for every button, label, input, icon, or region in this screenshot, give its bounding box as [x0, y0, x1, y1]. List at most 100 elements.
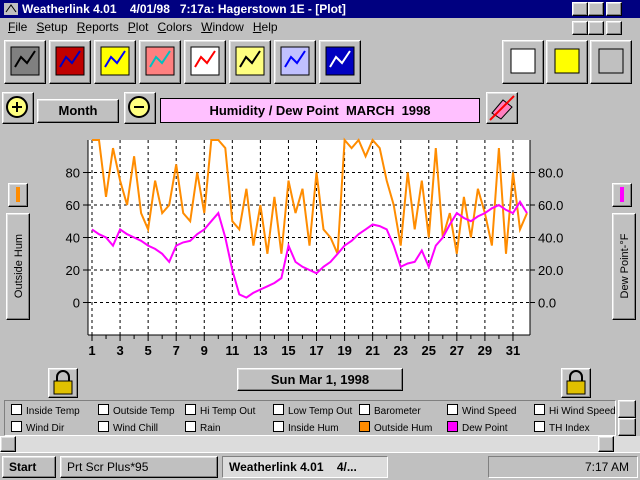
toolbar-button[interactable] [4, 40, 46, 84]
child-minimize[interactable] [572, 21, 588, 35]
parameter-option[interactable]: Wind Speed [447, 404, 516, 418]
menu-bar: File Setup Reports Plot Colors Window Help [0, 18, 640, 37]
menu-item[interactable]: File [8, 20, 28, 34]
menu-item[interactable]: Colors [157, 20, 193, 34]
menu-item[interactable]: Help [252, 20, 278, 34]
y2-axis-label: Dew Point-°F [619, 233, 631, 298]
y2-tick-label: 40.0 [538, 231, 563, 246]
task-button[interactable]: Prt Scr Plus*95 [60, 456, 218, 478]
toolbar-icon [100, 46, 130, 76]
start-button[interactable]: Start [2, 456, 56, 478]
toolbar-icon [325, 46, 355, 76]
icon-shape [104, 50, 126, 68]
toolbar-button[interactable] [546, 40, 588, 84]
checkbox[interactable] [534, 404, 545, 415]
toolbar-button[interactable] [184, 40, 226, 84]
right-axis-button[interactable]: Dew Point-°F [612, 213, 636, 320]
toolbar-button[interactable] [94, 40, 136, 84]
parameter-option[interactable]: TH Index [534, 421, 590, 435]
checkbox[interactable] [359, 421, 370, 432]
task-button-active[interactable]: Weatherlink 4.01 4/... [222, 456, 388, 478]
parameter-option[interactable]: Outside Hum [359, 421, 432, 435]
lock-right[interactable] [561, 368, 591, 398]
option-label: Wind Speed [462, 406, 517, 417]
left-series-button[interactable] [8, 183, 28, 207]
range-button[interactable]: Month [37, 99, 119, 123]
checkbox[interactable] [273, 404, 284, 415]
y-axis-label: Outside Hum [13, 234, 25, 298]
scroll-up[interactable] [618, 400, 636, 418]
menu-item[interactable]: Plot [127, 20, 149, 34]
data-line [91, 199, 528, 299]
checkbox[interactable] [185, 421, 196, 432]
lock-left[interactable] [48, 368, 78, 398]
eraser-button[interactable] [486, 92, 518, 124]
toolbar-button[interactable] [319, 40, 361, 84]
zoom-in-button[interactable] [2, 92, 34, 124]
checkbox[interactable] [359, 404, 370, 415]
checkbox[interactable] [534, 421, 545, 432]
option-label: Hi Temp Out [200, 406, 256, 417]
close-button[interactable] [606, 2, 622, 16]
parameter-option[interactable]: Hi Wind Speed [534, 404, 616, 418]
menu-item[interactable]: Setup [36, 20, 68, 34]
x-tick-label: 5 [145, 343, 152, 358]
x-tick-label: 1 [88, 343, 95, 358]
parameter-option[interactable]: Wind Chill [98, 421, 158, 435]
icon-shape [598, 48, 624, 74]
scroll-right[interactable] [598, 436, 614, 452]
eraser-icon [489, 95, 515, 121]
checkbox[interactable] [98, 421, 109, 432]
option-label: Wind Dir [26, 423, 65, 434]
system-tray: 7:17 AM [488, 456, 638, 478]
child-restore[interactable] [588, 21, 604, 35]
toolbar-button[interactable] [139, 40, 181, 84]
parameter-option[interactable]: Inside Hum [273, 421, 339, 435]
left-axis-button[interactable]: Outside Hum [6, 213, 30, 320]
checkbox[interactable] [11, 404, 22, 415]
icon-shape [194, 50, 216, 68]
menu-item[interactable]: Reports [76, 20, 119, 34]
option-label: Barometer [374, 406, 421, 417]
checkbox[interactable] [98, 404, 109, 415]
parameter-option[interactable]: Barometer [359, 404, 421, 418]
icon-shape [14, 50, 36, 68]
checkbox[interactable] [447, 421, 458, 432]
parameter-option[interactable]: Outside Temp [98, 404, 175, 418]
scroll-left[interactable] [0, 436, 16, 452]
maximize-button[interactable] [588, 2, 604, 16]
parameter-option[interactable]: Dew Point [447, 421, 508, 435]
option-label: Dew Point [462, 423, 508, 434]
checkbox[interactable] [185, 404, 196, 415]
toolbar-icon [145, 46, 175, 76]
toolbar-button[interactable] [49, 40, 91, 84]
minimize-button[interactable] [572, 2, 588, 16]
toolbar-icon [55, 46, 85, 76]
parameter-option[interactable]: Inside Temp [11, 404, 80, 418]
parameter-option[interactable]: Low Temp Out [273, 404, 352, 418]
toolbar-button[interactable] [590, 40, 632, 84]
horizontal-scrollbar[interactable] [0, 436, 640, 452]
toolbar-button[interactable] [274, 40, 316, 84]
right-series-button[interactable] [612, 183, 632, 207]
checkbox[interactable] [273, 421, 284, 432]
x-tick-label: 7 [173, 343, 180, 358]
child-close[interactable] [606, 21, 622, 35]
x-tick-label: 29 [478, 343, 492, 358]
parameter-option[interactable]: Hi Temp Out [185, 404, 255, 418]
toolbar-button[interactable] [229, 40, 271, 84]
date-button[interactable]: Sun Mar 1, 1998 [237, 368, 403, 391]
toolbar-button[interactable] [502, 40, 544, 84]
icon-shape [59, 50, 81, 68]
scroll-down[interactable] [618, 418, 636, 436]
menu-item[interactable]: Window [201, 20, 244, 34]
checkbox[interactable] [11, 421, 22, 432]
parameter-option[interactable]: Rain [185, 421, 221, 435]
icon-shape [510, 48, 536, 74]
chart-title: Humidity / Dew Point MARCH 1998 [160, 98, 480, 123]
y-tick-label: 60 [66, 198, 80, 213]
y2-tick-label: 20.0 [538, 263, 563, 278]
zoom-out-button[interactable] [124, 92, 156, 124]
checkbox[interactable] [447, 404, 458, 415]
parameter-option[interactable]: Wind Dir [11, 421, 64, 435]
